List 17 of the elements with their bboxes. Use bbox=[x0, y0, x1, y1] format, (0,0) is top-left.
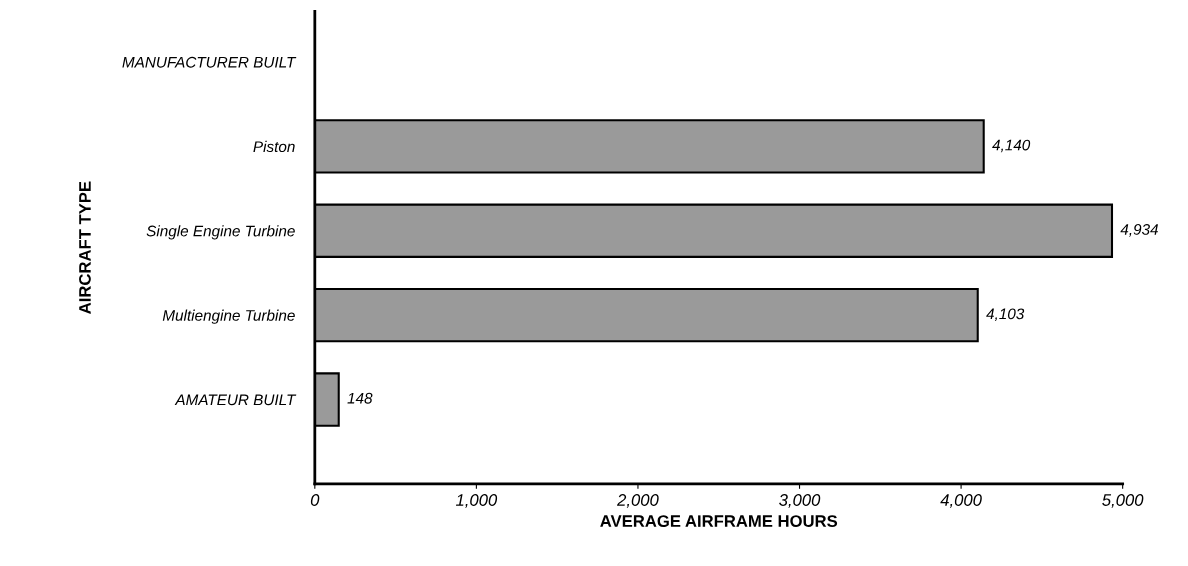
y-tick-label: Single Engine Turbine bbox=[146, 225, 295, 240]
x-tick-label: 1,000 bbox=[455, 494, 498, 508]
x-tick-label: 5,000 bbox=[1102, 494, 1144, 508]
y-tick-label: AMATEUR BUILT bbox=[174, 394, 297, 406]
y-tick-label: MANUFACTURER BUILT bbox=[122, 56, 297, 68]
data-label: 148 bbox=[347, 392, 373, 404]
y-tick-label: Piston bbox=[253, 140, 295, 153]
y-tick-label: Multiengine Turbine bbox=[162, 309, 295, 324]
data-label: 4,934 bbox=[1120, 224, 1158, 237]
y-axis-title: AIRCRAFT TYPE bbox=[79, 181, 91, 314]
data-label: 4,140 bbox=[992, 139, 1031, 153]
x-tick-label: 0 bbox=[310, 494, 320, 506]
x-axis-title: AVERAGE AIRFRAME HOURS bbox=[600, 515, 838, 527]
data-label: 4,103 bbox=[986, 308, 1025, 322]
x-tick-label: 4,000 bbox=[940, 494, 982, 508]
x-tick-label: 2,000 bbox=[617, 494, 659, 508]
x-tick-label: 3,000 bbox=[779, 494, 821, 508]
